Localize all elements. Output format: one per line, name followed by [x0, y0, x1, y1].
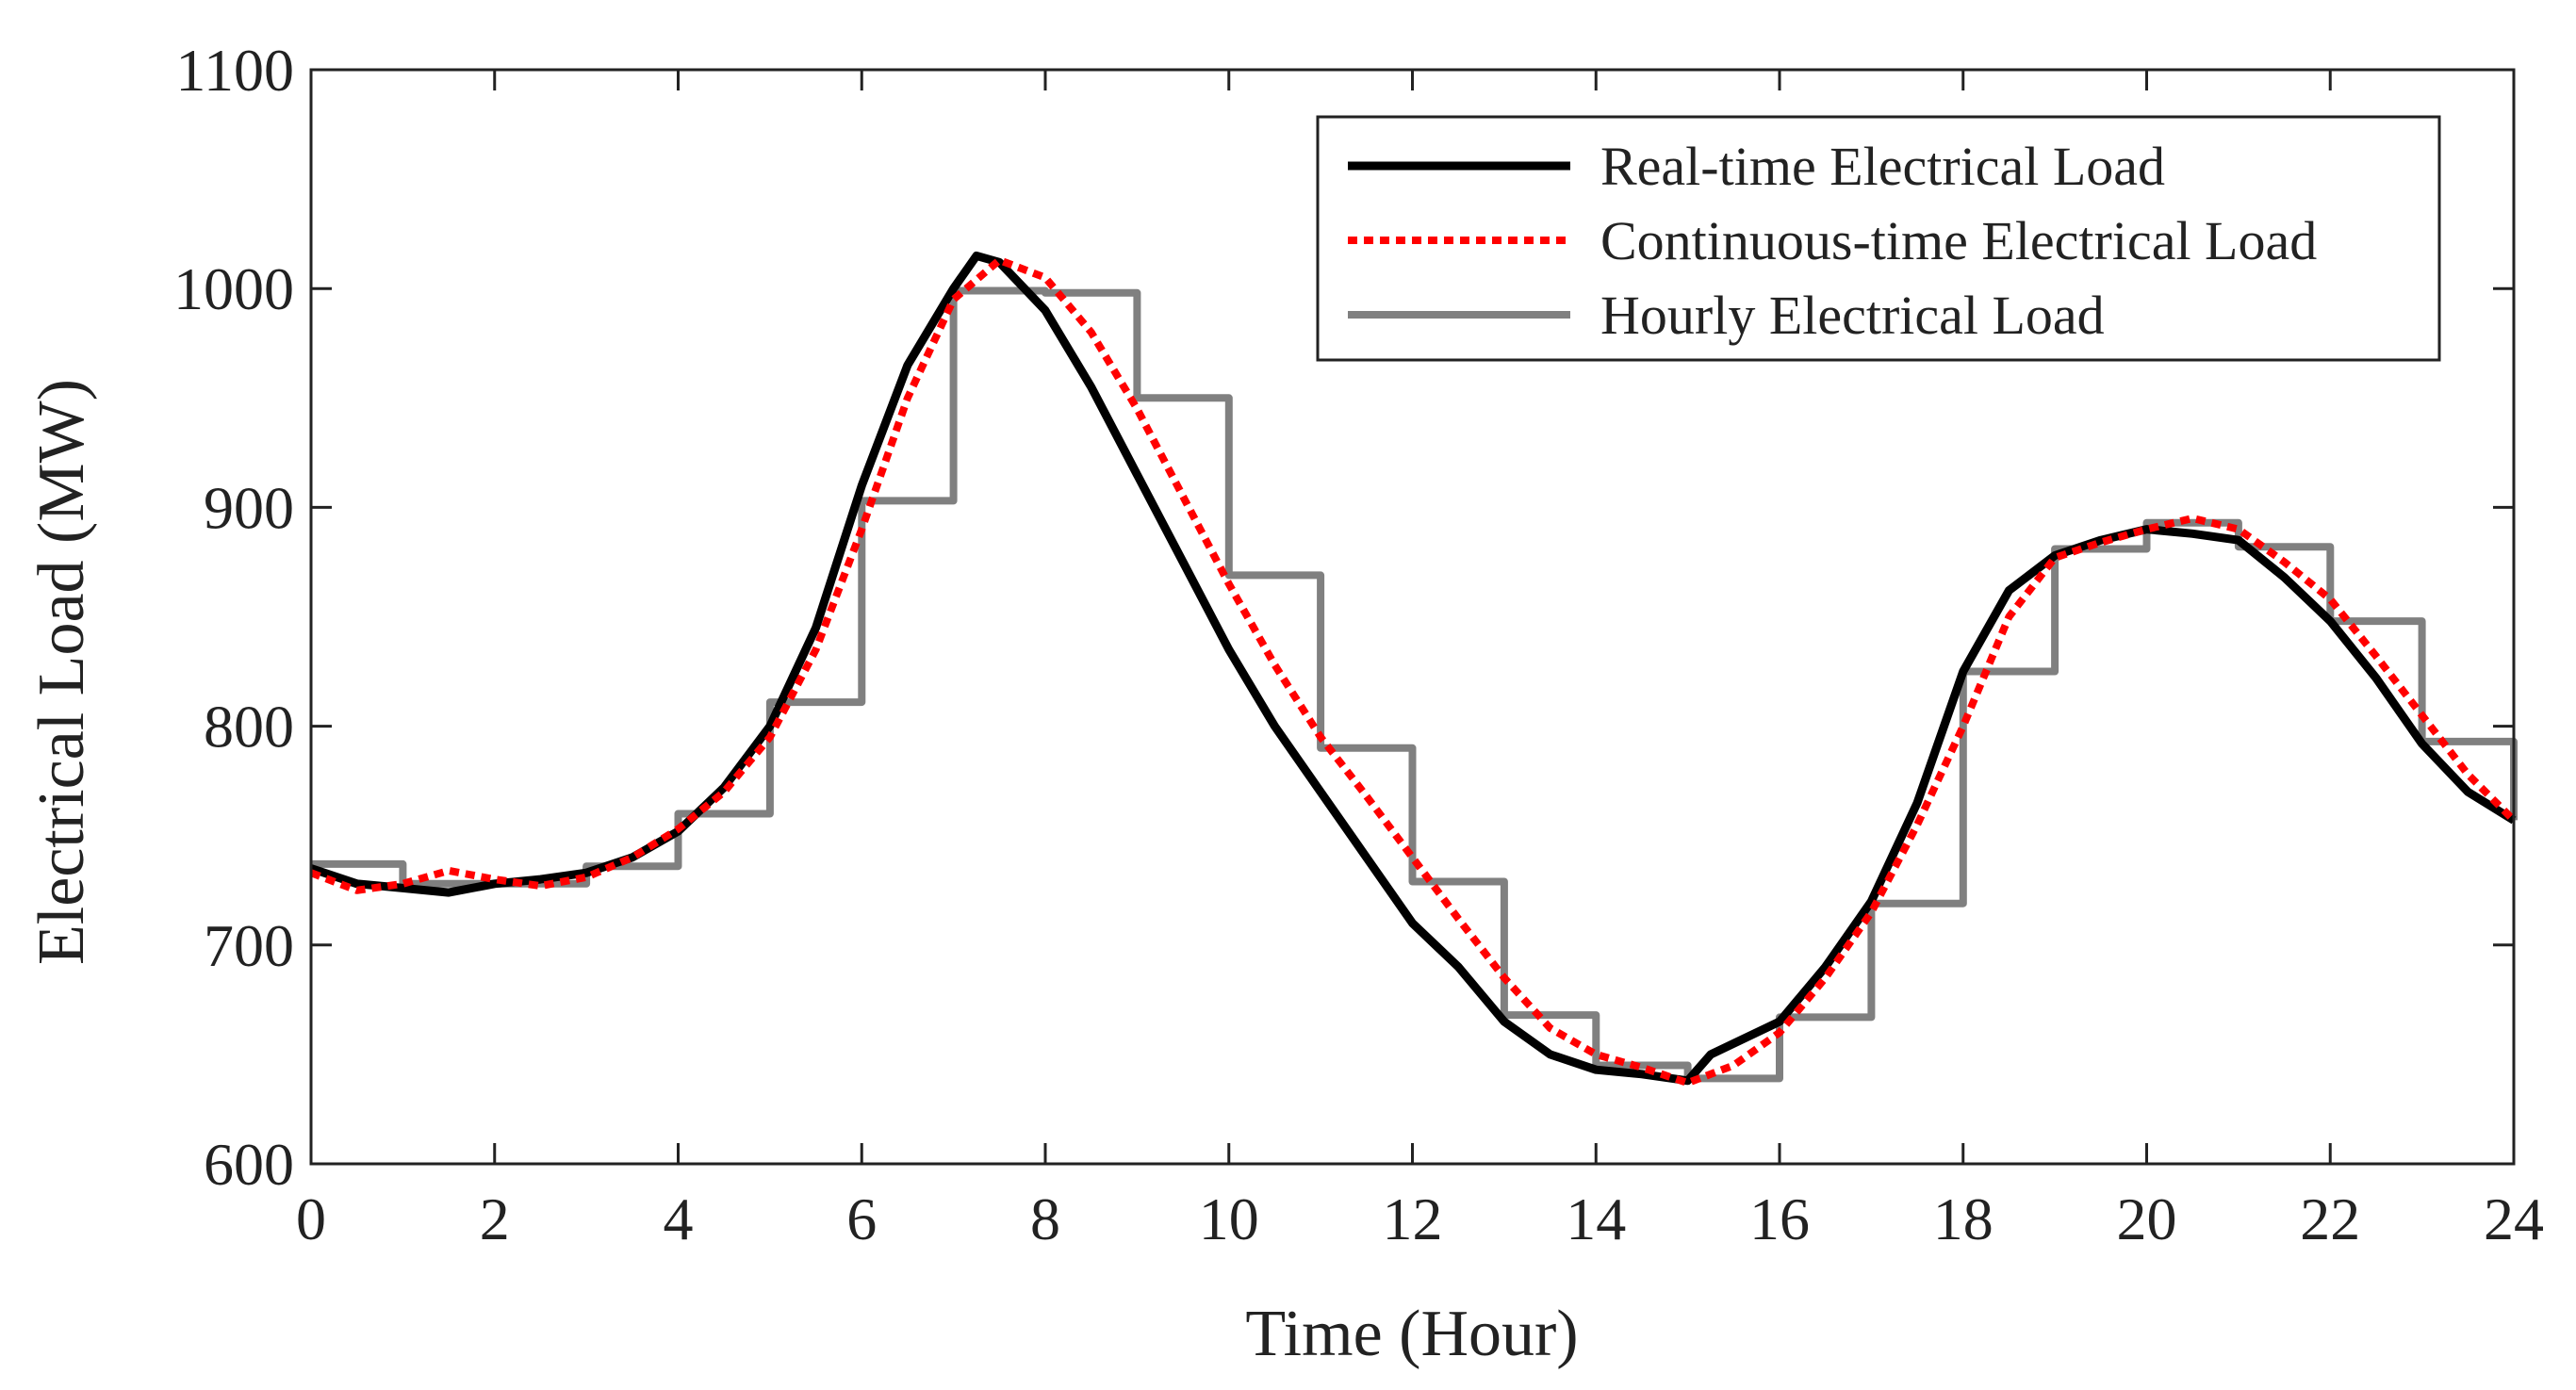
y-tick-label: 900	[204, 474, 294, 541]
axes-layer: 0 2 4 6 8 10 12 14 16 18 20 22 246007008009001000110…	[173, 37, 2544, 1252]
y-tick-label: 800	[204, 694, 294, 760]
x-tick-label: 4	[664, 1186, 694, 1252]
x-tick-label: 20	[2117, 1186, 2177, 1252]
x-tick-label: 18	[1933, 1186, 1994, 1252]
y-tick-label: 600	[204, 1131, 294, 1198]
legend-label: Hourly Electrical Load	[1600, 285, 2105, 346]
x-tick-label: 12	[1383, 1186, 1443, 1252]
legend-label: Continuous-time Electrical Load	[1600, 210, 2317, 271]
series-line-continuous-time-electrical-load	[309, 256, 2517, 1087]
legend: Real-time Electrical Load Continuous-time…	[1316, 115, 2441, 362]
y-tick-label: 1100	[175, 37, 294, 104]
y-tick-label: 700	[204, 912, 294, 979]
x-tick-label: 24	[2484, 1186, 2544, 1252]
x-tick-label: 14	[1566, 1186, 1626, 1252]
x-tick-label: 22	[2300, 1186, 2360, 1252]
legend-label: Real-time Electrical Load	[1600, 136, 2165, 197]
y-tick-label: 1000	[173, 255, 294, 322]
x-tick-label: 0	[296, 1186, 326, 1252]
y-axis-label: Electrical Load (MW)	[25, 379, 98, 965]
x-tick-label: 10	[1199, 1186, 1259, 1252]
x-axis-label: Time (Hour)	[1245, 1298, 1578, 1370]
x-tick-label: 16	[1749, 1186, 1810, 1252]
series-layer	[309, 251, 2518, 1087]
x-tick-label: 6	[846, 1186, 877, 1252]
x-tick-label: 2	[480, 1186, 510, 1252]
series-line-hourly-electrical-load	[311, 286, 2518, 1083]
legend-box	[1316, 115, 2441, 362]
x-tick-label: 8	[1030, 1186, 1060, 1252]
